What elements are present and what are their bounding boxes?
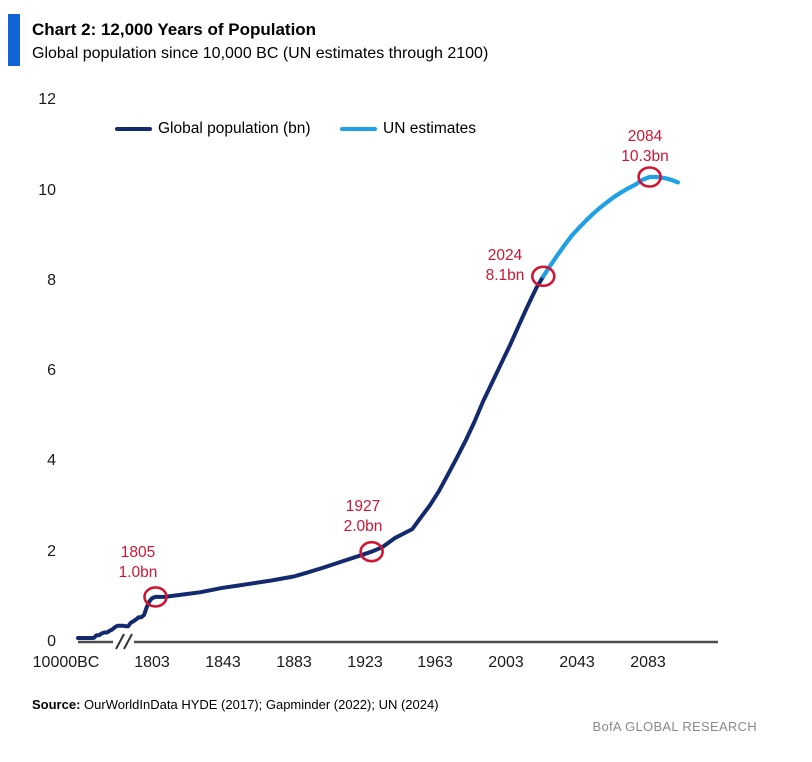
- y-tick: 2: [47, 543, 56, 560]
- legend-item-global-population: Global population (bn): [115, 120, 311, 138]
- callout-1927: 1927 2.0bn: [321, 497, 405, 537]
- callout-value: 8.1bn: [485, 267, 525, 284]
- source-text: OurWorldInData HYDE (2017); Gapminder (2…: [84, 697, 439, 712]
- callout-year: 2024: [487, 247, 523, 264]
- callout-year: 1927: [345, 498, 381, 515]
- series-projection-line: [541, 174, 681, 279]
- brand-footer: BofA GLOBAL RESEARCH: [592, 719, 757, 734]
- callout-year: 2084: [627, 128, 663, 145]
- legend-item-un-estimates: UN estimates: [340, 120, 476, 138]
- y-tick: 6: [47, 362, 56, 379]
- callout-value: 1.0bn: [118, 564, 158, 581]
- y-tick: 10: [38, 182, 56, 199]
- x-tick: 10000BC: [32, 654, 100, 671]
- x-tick: 1963: [417, 654, 453, 671]
- y-tick: 4: [47, 452, 56, 469]
- series-historical-line: [76, 274, 546, 640]
- source-label: Source:: [32, 697, 81, 712]
- legend-label: Global population (bn): [158, 120, 311, 137]
- callout-1805: 1805 1.0bn: [96, 543, 180, 583]
- x-tick: 1923: [347, 654, 383, 671]
- axis-break-icon: [115, 633, 133, 650]
- title-accent-bar: [8, 14, 20, 66]
- callout-2024: 2024 8.1bn: [463, 246, 547, 286]
- callout-markers: [143, 166, 662, 608]
- y-tick: 0: [47, 633, 56, 650]
- x-tick: 2003: [488, 654, 524, 671]
- y-tick: 12: [38, 91, 56, 108]
- legend-line-swatch-blue: [340, 126, 377, 132]
- chart-subtitle: Global population since 10,000 BC (UN es…: [32, 45, 489, 62]
- callout-marker: [637, 166, 662, 188]
- x-tick: 1803: [134, 654, 170, 671]
- y-tick: 8: [47, 272, 56, 289]
- callout-value: 10.3bn: [621, 148, 669, 165]
- x-tick: 2083: [630, 654, 666, 671]
- x-tick: 1883: [276, 654, 312, 671]
- x-tick: 2043: [559, 654, 595, 671]
- chart-title: Chart 2: 12,000 Years of Population: [32, 20, 317, 39]
- legend-line-swatch-navy: [115, 126, 152, 132]
- x-tick: 1843: [205, 654, 241, 671]
- callout-marker: [530, 265, 556, 288]
- callout-marker: [359, 540, 384, 563]
- source-note: Source: OurWorldInData HYDE (2017); Gapm…: [32, 697, 439, 712]
- callout-2084: 2084 10.3bn: [603, 127, 687, 167]
- callout-marker: [143, 586, 168, 608]
- legend-label: UN estimates: [383, 120, 477, 137]
- callout-year: 1805: [120, 544, 156, 561]
- callout-value: 2.0bn: [343, 518, 383, 535]
